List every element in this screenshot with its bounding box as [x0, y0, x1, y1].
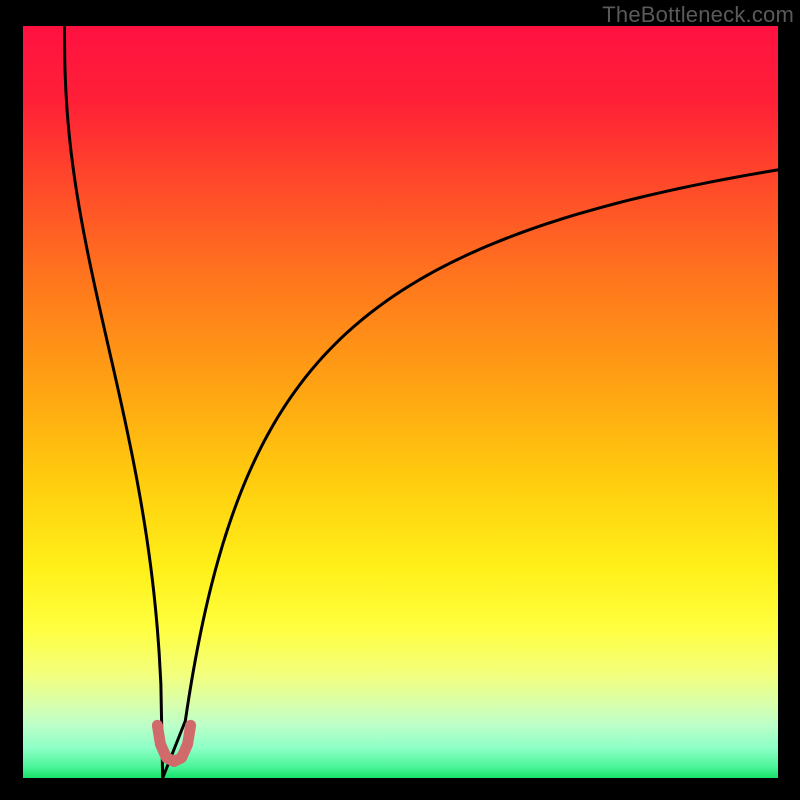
- watermark-text: TheBottleneck.com: [602, 2, 794, 28]
- bottleneck-chart: [0, 0, 800, 800]
- plot-background: [23, 26, 778, 778]
- chart-container: TheBottleneck.com: [0, 0, 800, 800]
